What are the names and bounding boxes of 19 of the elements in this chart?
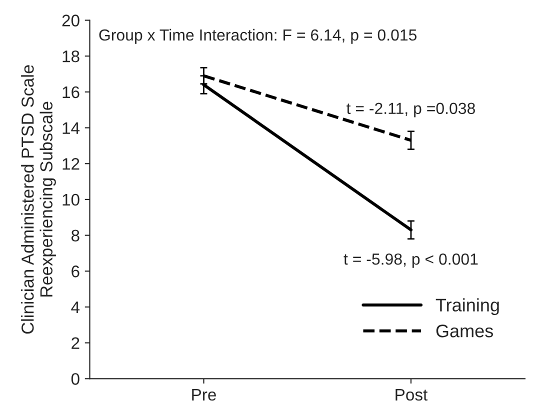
y-tick-label: 16 bbox=[62, 86, 80, 98]
x-tick-label: Pre bbox=[192, 389, 216, 401]
y-tick-label: 8 bbox=[71, 230, 80, 242]
y-tick-label: 10 bbox=[62, 194, 80, 206]
annotation: t = -5.98, p < 0.001 bbox=[344, 253, 478, 268]
annotation: Group x Time Interaction: F = 6.14, p = 0.015 bbox=[99, 28, 417, 44]
y-tick-label: 18 bbox=[62, 50, 80, 62]
annotation: t = -2.11, p =0.038 bbox=[346, 102, 475, 118]
y-tick-label: 0 bbox=[71, 373, 80, 385]
y-tick-label: 6 bbox=[72, 266, 80, 278]
y-tick-label: 2 bbox=[72, 337, 80, 349]
y-tick-label: 20 bbox=[62, 14, 80, 26]
y-axis-title: Clinician Administered PTSD Scale Reexperiencing Subscale bbox=[21, 65, 56, 334]
y-tick-label: 12 bbox=[62, 158, 80, 170]
legend-label: Training bbox=[436, 298, 499, 316]
legend-label: Games bbox=[436, 324, 493, 338]
y-tick-label: 4 bbox=[71, 302, 80, 314]
y-tick-label: 14 bbox=[62, 122, 80, 134]
x-tick-label: Post bbox=[396, 389, 428, 401]
